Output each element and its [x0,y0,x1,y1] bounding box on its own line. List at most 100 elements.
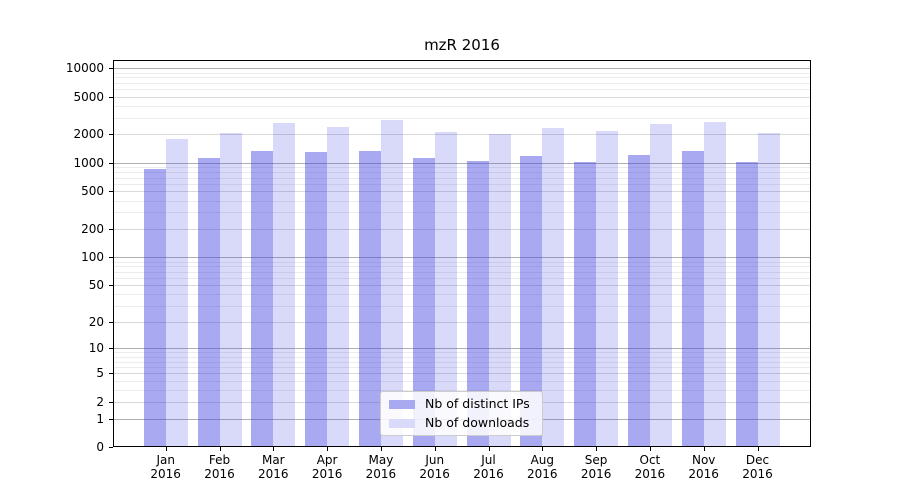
legend-item-downloads: Nb of downloads [389,415,534,431]
x-axis-tick [219,447,221,451]
x-tick-year: 2016 [419,467,450,481]
minor-gridline [113,356,811,358]
y-axis-tick [109,418,113,420]
x-tick-month: Jul [481,453,496,467]
minor-gridline [113,380,811,382]
minor-gridline [113,89,811,91]
minor-gridline [113,177,811,179]
legend-swatch-distinct-ips [389,399,415,409]
x-tick-year: 2016 [258,467,289,481]
x-tick-month: Jan [156,453,175,467]
x-tick-month: Feb [208,453,231,467]
major-gridline [113,96,811,98]
y-axis-tick-label: 20 [88,314,104,329]
x-tick-month: Apr [316,453,338,467]
x-axis-tick-label: Jan 2016 [134,453,198,481]
y-axis-tick [109,191,113,193]
minor-gridline [113,266,811,268]
legend-swatch-downloads [389,418,415,428]
legend-item-distinct-ips: Nb of distinct IPs [389,396,534,412]
minor-gridline [113,183,811,185]
x-tick-year: 2016 [365,467,397,481]
x-axis-tick [703,447,705,451]
y-axis-tick-label: 10 [88,341,104,356]
minor-gridline [113,390,811,391]
minor-gridline [113,352,811,354]
y-axis-tick-label: 5 [96,366,104,381]
bar-downloads [273,122,296,447]
y-axis-tick-label: 200 [81,221,104,236]
major-gridline [113,162,811,164]
minor-gridline [113,361,811,363]
x-tick-year: 2016 [742,467,773,481]
x-axis-tick [273,447,275,451]
major-gridline [113,257,811,259]
major-gridline [113,373,811,375]
y-axis-tick [109,447,113,448]
x-axis-tick-label: Apr 2016 [295,453,359,481]
minor-gridline [113,72,811,74]
bar-distinct-ips [251,150,274,447]
x-axis-tick [380,447,382,451]
x-axis-tick [757,447,759,451]
x-axis-tick [596,447,598,451]
minor-gridline [113,117,811,119]
x-tick-year: 2016 [634,467,666,481]
x-axis-tick [649,447,651,451]
x-tick-month: Dec [745,453,770,467]
x-tick-month: Nov [691,453,716,467]
bar-downloads [703,121,726,447]
x-tick-year: 2016 [150,467,181,481]
minor-gridline [113,167,811,169]
x-axis-tick [488,447,490,451]
major-gridline [113,228,811,230]
x-axis-tick [434,447,436,451]
bar-distinct-ips [574,162,597,447]
bar-downloads [596,130,619,447]
minor-gridline [113,172,811,173]
y-axis-tick [109,68,113,70]
x-axis-tick-label: Jun 2016 [403,453,467,481]
minor-gridline [113,77,811,79]
major-gridline [113,134,811,136]
minor-gridline [113,105,811,107]
major-gridline [113,68,811,70]
x-tick-month: Aug [530,453,555,467]
minor-gridline [113,200,811,202]
x-tick-month: Jun [425,453,445,467]
y-axis-tick-label: 5000 [73,89,104,104]
x-axis-tick-label: Nov 2016 [672,453,736,481]
major-gridline [113,321,811,323]
y-axis-tick [109,321,113,323]
y-axis-tick-label: 500 [81,184,104,199]
y-axis-tick [109,401,113,403]
bar-distinct-ips [412,158,435,447]
y-axis-tick [109,96,113,98]
y-axis-tick-label: 50 [88,278,104,293]
x-tick-month: May [368,453,394,467]
y-axis-tick-label: 1 [96,411,104,426]
x-axis-tick [327,447,329,451]
x-tick-year: 2016 [527,467,558,481]
y-axis-tick [109,134,113,136]
bar-distinct-ips [735,162,758,447]
x-tick-year: 2016 [311,467,343,481]
minor-gridline [113,212,811,214]
bar-distinct-ips [305,151,328,447]
x-axis-tick-label: Jul 2016 [457,453,521,481]
y-axis-tick [109,373,113,375]
bar-downloads [649,123,672,447]
bar-downloads [165,138,188,447]
legend-label-distinct-ips: Nb of distinct IPs [425,396,530,411]
x-tick-year: 2016 [473,467,504,481]
minor-gridline [113,82,811,84]
minor-gridline [113,277,811,279]
bar-downloads [327,126,350,447]
bar-distinct-ips [466,161,489,447]
bar-distinct-ips [143,169,166,447]
x-axis-tick-label: Dec 2016 [726,453,790,481]
y-axis-tick-label: 0 [96,440,104,454]
x-axis-tick [165,447,167,451]
major-gridline [113,285,811,287]
